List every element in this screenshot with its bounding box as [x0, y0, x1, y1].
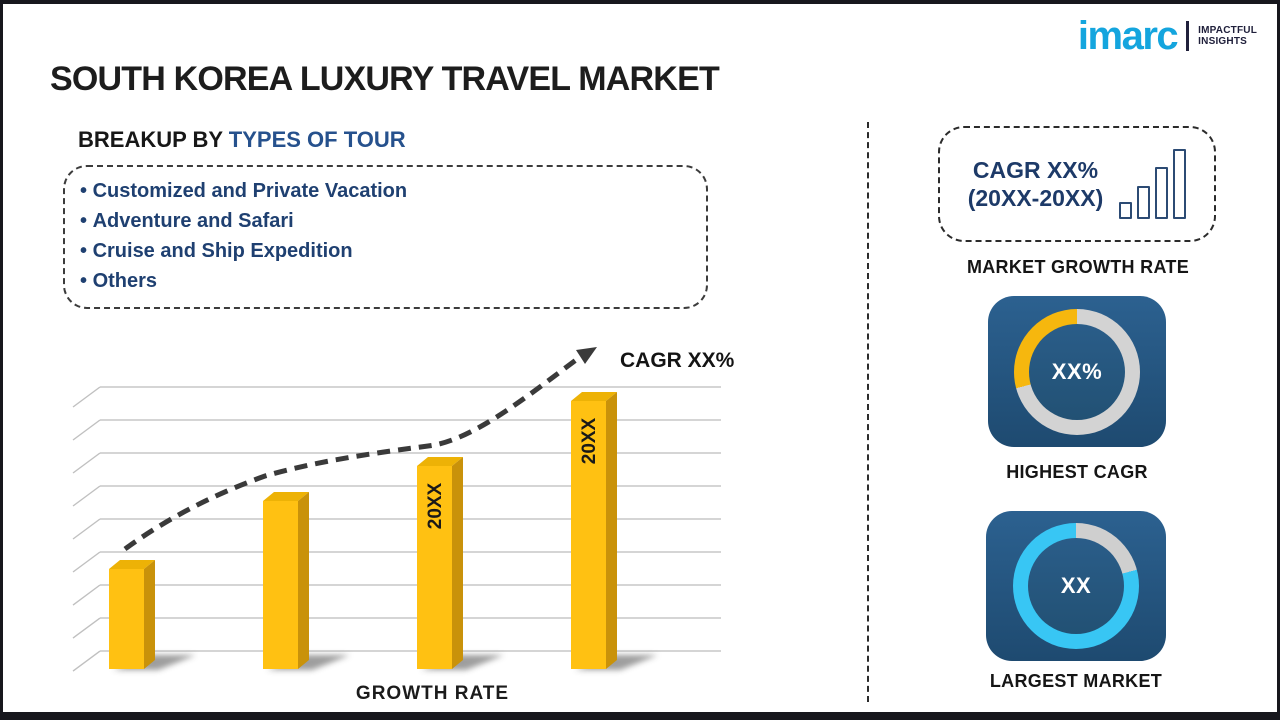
svg-text:20XX: 20XX [579, 417, 600, 464]
logo-tagline-line1: IMPACTFUL [1198, 25, 1257, 36]
svg-text:CAGR XX%: CAGR XX% [620, 349, 735, 372]
tour-type-item: Cruise and Ship Expedition [80, 236, 706, 266]
largest-market-donut-chart: XX [1013, 523, 1139, 649]
icon-bar [1137, 186, 1151, 219]
icon-bar [1155, 167, 1169, 219]
cagr-line: CAGR XX% [972, 157, 1099, 183]
cagr-period-line: (20XX-20XX) [967, 185, 1104, 211]
tour-type-item: Others [80, 266, 706, 296]
cagr-growth-box: CAGR XX% (20XX-20XX) [938, 126, 1216, 242]
largest-market-caption: LARGEST MARKET [989, 671, 1163, 691]
growth-bar-chart: 20XX 20XX CAGR XX% [72, 347, 735, 672]
chart-x-axis-label: GROWTH RATE [355, 683, 510, 704]
imarc-logo-text: imarc [1077, 14, 1179, 58]
highest-cagr-caption: HIGHEST CAGR [1006, 462, 1148, 482]
highest-cagr-donut-chart: XX% [1014, 308, 1140, 435]
svg-text:20XX: 20XX [425, 482, 446, 529]
ascending-bars-icon [1119, 149, 1187, 219]
logo-tagline: IMPACTFUL INSIGHTS [1198, 25, 1257, 47]
logo-tagline-line2: INSIGHTS [1198, 36, 1247, 47]
breakup-heading: BREAKUP BY TYPES OF TOUR [78, 127, 406, 153]
highest-cagr-value: XX% [1051, 358, 1103, 384]
imarc-logo: imarc IMPACTFUL INSIGHTS [1078, 16, 1257, 56]
breakup-heading-prefix: BREAKUP BY [78, 127, 229, 152]
icon-bar [1173, 149, 1187, 219]
vertical-dashed-divider [867, 122, 869, 702]
cagr-growth-text: CAGR XX% (20XX-20XX) [968, 156, 1104, 212]
icon-bar [1119, 202, 1133, 219]
logo-divider [1186, 21, 1190, 51]
largest-market-card: XX [986, 511, 1166, 661]
breakup-heading-accent: TYPES OF TOUR [228, 127, 406, 152]
highest-cagr-card: XX% [988, 296, 1166, 447]
tour-type-item: Customized and Private Vacation [80, 176, 706, 206]
tour-type-item: Adventure and Safari [80, 206, 706, 236]
tour-types-box: Customized and Private Vacation Adventur… [63, 165, 708, 309]
page-title: SOUTH KOREA LUXURY TRAVEL MARKET [50, 60, 720, 98]
market-growth-rate-caption: MARKET GROWTH RATE [966, 257, 1190, 277]
largest-market-value: XX [1060, 573, 1092, 598]
